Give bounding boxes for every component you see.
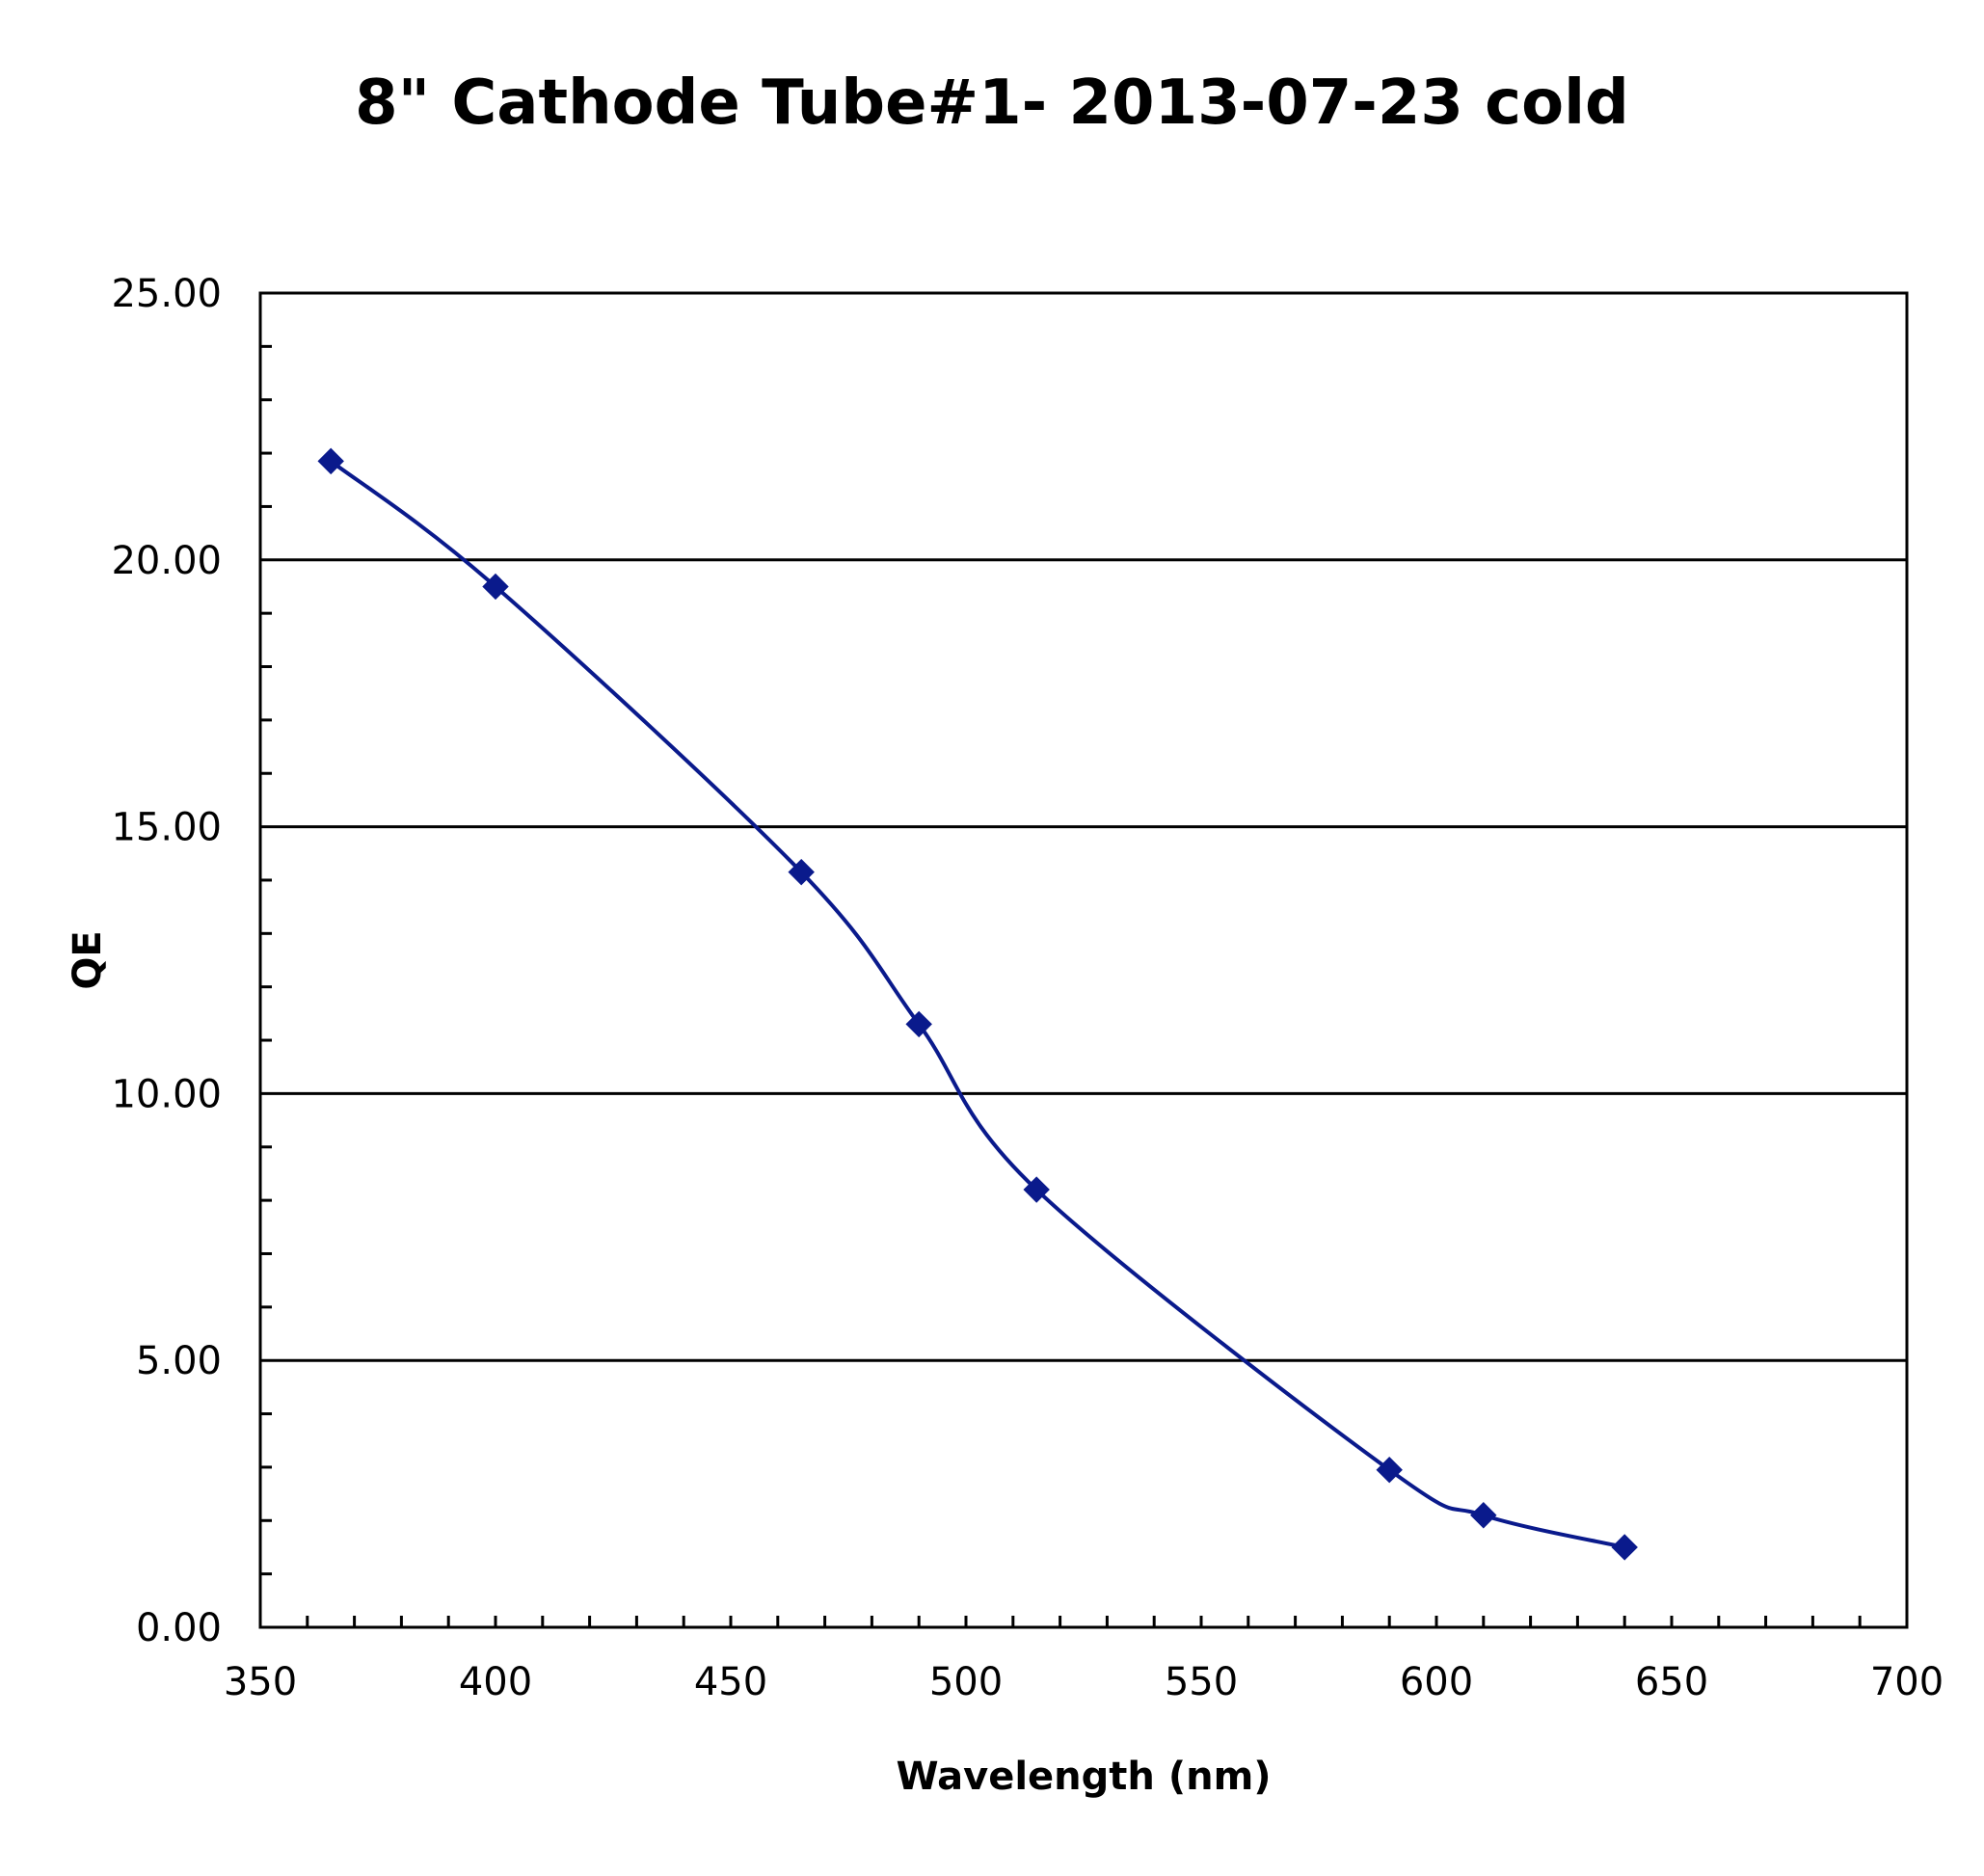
y-tick-label: 0.00 [136,1606,222,1650]
x-tick-label: 550 [1165,1660,1238,1704]
y-tick-label: 10.00 [111,1072,222,1116]
x-tick-label: 500 [929,1660,1003,1704]
y-tick-label: 20.00 [111,539,222,583]
x-tick-label: 450 [694,1660,767,1704]
data-point-marker [1611,1534,1638,1561]
data-point-marker [1023,1176,1050,1203]
series-line [329,459,1625,1549]
x-axis-title: Wavelength (nm) [896,1755,1271,1799]
data-point-marker [1376,1456,1403,1484]
x-tick-label: 600 [1400,1660,1473,1704]
data-point-marker [788,858,815,886]
x-tick-label: 350 [224,1660,297,1704]
y-axis-title: QE [66,930,110,989]
x-tick-label: 650 [1635,1660,1708,1704]
x-tick-label: 700 [1870,1660,1944,1704]
data-point-marker [317,447,344,475]
x-tick-label: 400 [459,1660,532,1704]
chart-title: 8" Cathode Tube#1- 2013-07-23 cold [355,67,1629,139]
data-point-marker [905,1010,932,1038]
data-point-marker [482,573,509,601]
data-point-marker [1470,1502,1497,1529]
y-tick-label: 5.00 [136,1339,222,1383]
y-tick-label: 15.00 [111,806,222,850]
y-tick-label: 25.00 [111,272,222,316]
plot-frame [258,291,1909,1629]
